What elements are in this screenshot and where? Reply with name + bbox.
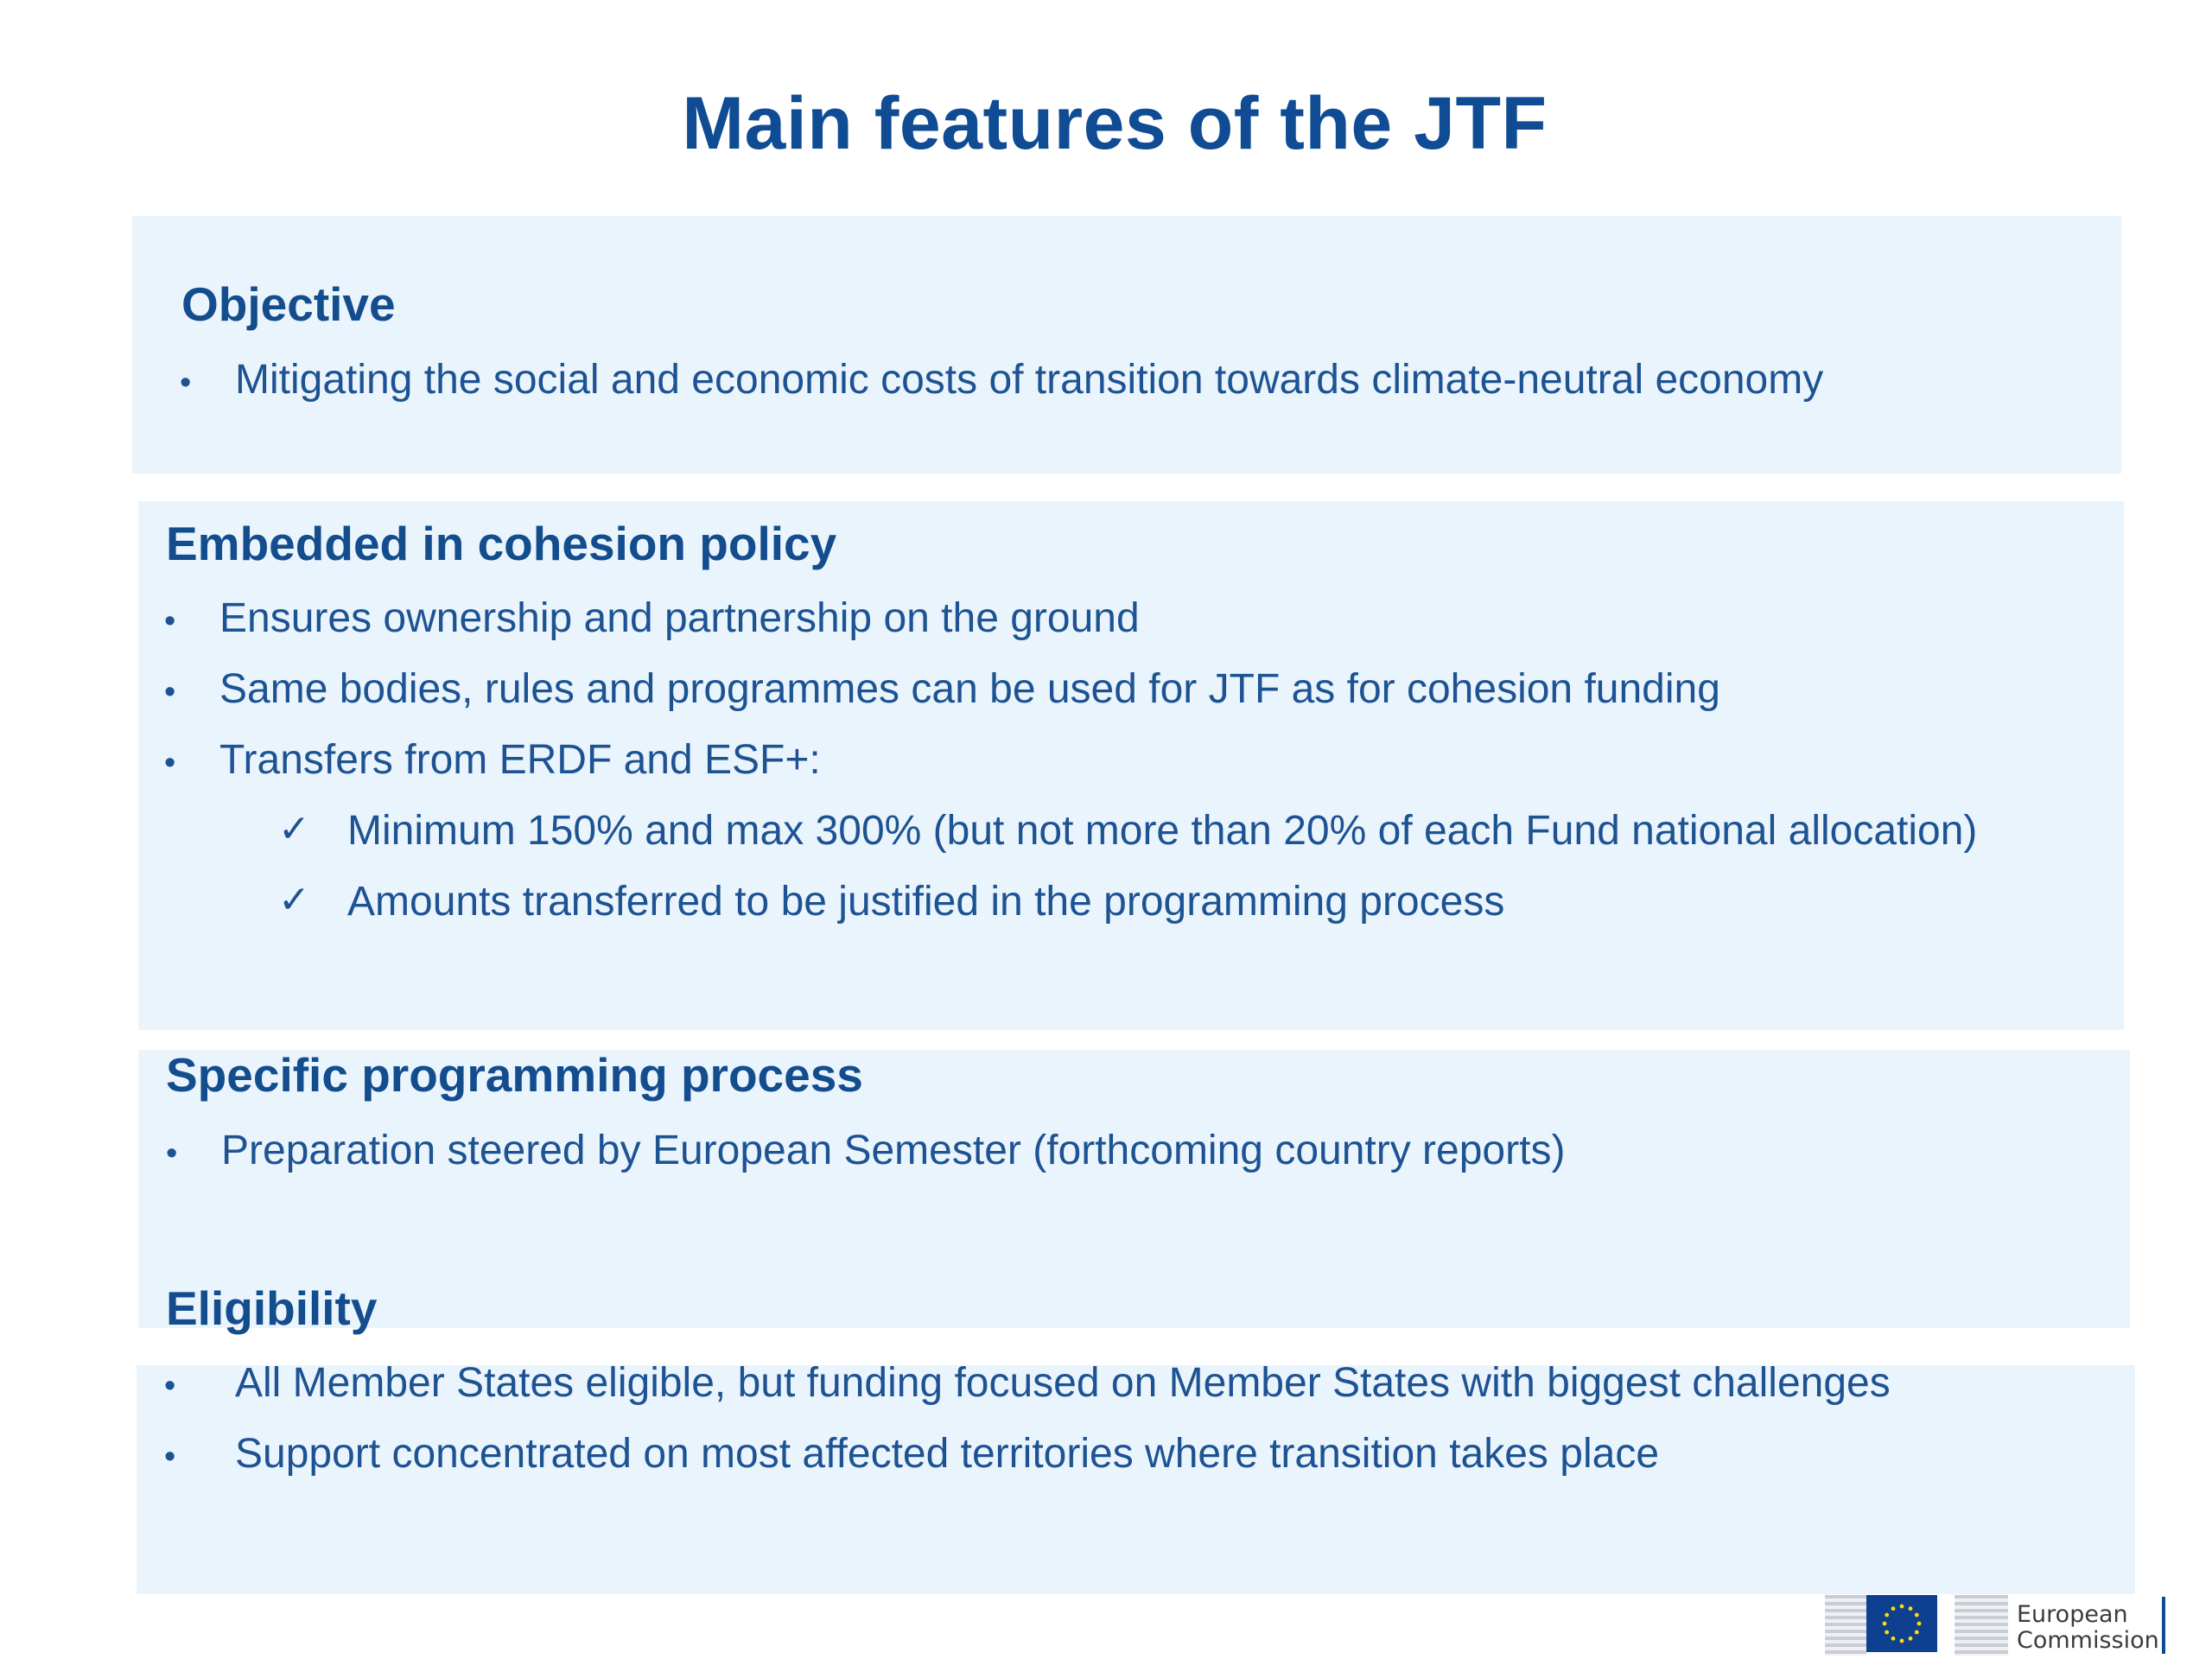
logo-stripes <box>1825 1595 1866 1656</box>
eu-star-icon <box>1916 1621 1922 1626</box>
european-commission-logo: European Commission <box>1825 1590 2171 1659</box>
eligibility-bullet: Support concentrated on most affected te… <box>235 1431 1660 1477</box>
eu-star-icon <box>1885 1630 1890 1635</box>
eu-star-icon <box>1885 1612 1890 1618</box>
eu-star-icon <box>1891 1606 1896 1611</box>
eu-star-icon <box>1899 1604 1904 1609</box>
bullet-icon: • <box>164 1439 176 1475</box>
programming-heading: Specific programming process <box>166 1048 863 1102</box>
objective-panel <box>132 216 2121 474</box>
eu-flag-icon <box>1866 1595 1937 1652</box>
eu-flag-svg <box>1866 1595 1937 1652</box>
eu-star-icon <box>1914 1612 1919 1618</box>
eligibility-bullet: All Member States eligible, but funding … <box>235 1360 1891 1406</box>
objective-heading: Objective <box>181 277 396 331</box>
cohesion-sub-bullet: Minimum 150% and max 300% (but not more … <box>347 808 1978 854</box>
cohesion-bullet: Ensures ownership and partnership on the… <box>219 595 1140 641</box>
bullet-icon: • <box>164 1368 176 1404</box>
cohesion-bullet: Same bodies, rules and programmes can be… <box>219 666 1720 712</box>
eu-star-icon <box>1882 1621 1887 1626</box>
eu-star-icon <box>1899 1638 1904 1643</box>
eu-star-icon <box>1908 1636 1913 1641</box>
eu-star-icon <box>1908 1606 1913 1611</box>
cohesion-panel <box>138 501 2124 1030</box>
eu-star-icon <box>1914 1630 1919 1635</box>
programming-bullet: Preparation steered by European Semester… <box>221 1128 1566 1173</box>
programming-panel <box>138 1050 2130 1328</box>
bullet-icon: • <box>166 1135 178 1172</box>
cohesion-heading: Embedded in cohesion policy <box>166 517 837 570</box>
eu-star-icon <box>1891 1636 1896 1641</box>
logo-stripes <box>1955 1595 2008 1656</box>
cohesion-sub-bullet: Amounts transferred to be justified in t… <box>347 879 1505 925</box>
check-icon: ✓ <box>278 808 310 850</box>
logo-bar <box>2162 1597 2165 1654</box>
slide-title: Main features of the JTF <box>682 82 1548 165</box>
eu-flag-background <box>1866 1595 1937 1652</box>
eligibility-panel <box>137 1365 2135 1594</box>
objective-bullet: Mitigating the social and economic costs… <box>235 357 1824 403</box>
cohesion-bullet: Transfers from ERDF and ESF+: <box>219 737 821 783</box>
bullet-icon: • <box>164 674 176 710</box>
eligibility-heading: Eligibility <box>166 1281 378 1335</box>
check-icon: ✓ <box>278 879 310 921</box>
logo-text: European Commission <box>2017 1601 2159 1654</box>
bullet-icon: • <box>164 603 176 639</box>
bullet-icon: • <box>180 365 192 401</box>
bullet-icon: • <box>164 745 176 781</box>
